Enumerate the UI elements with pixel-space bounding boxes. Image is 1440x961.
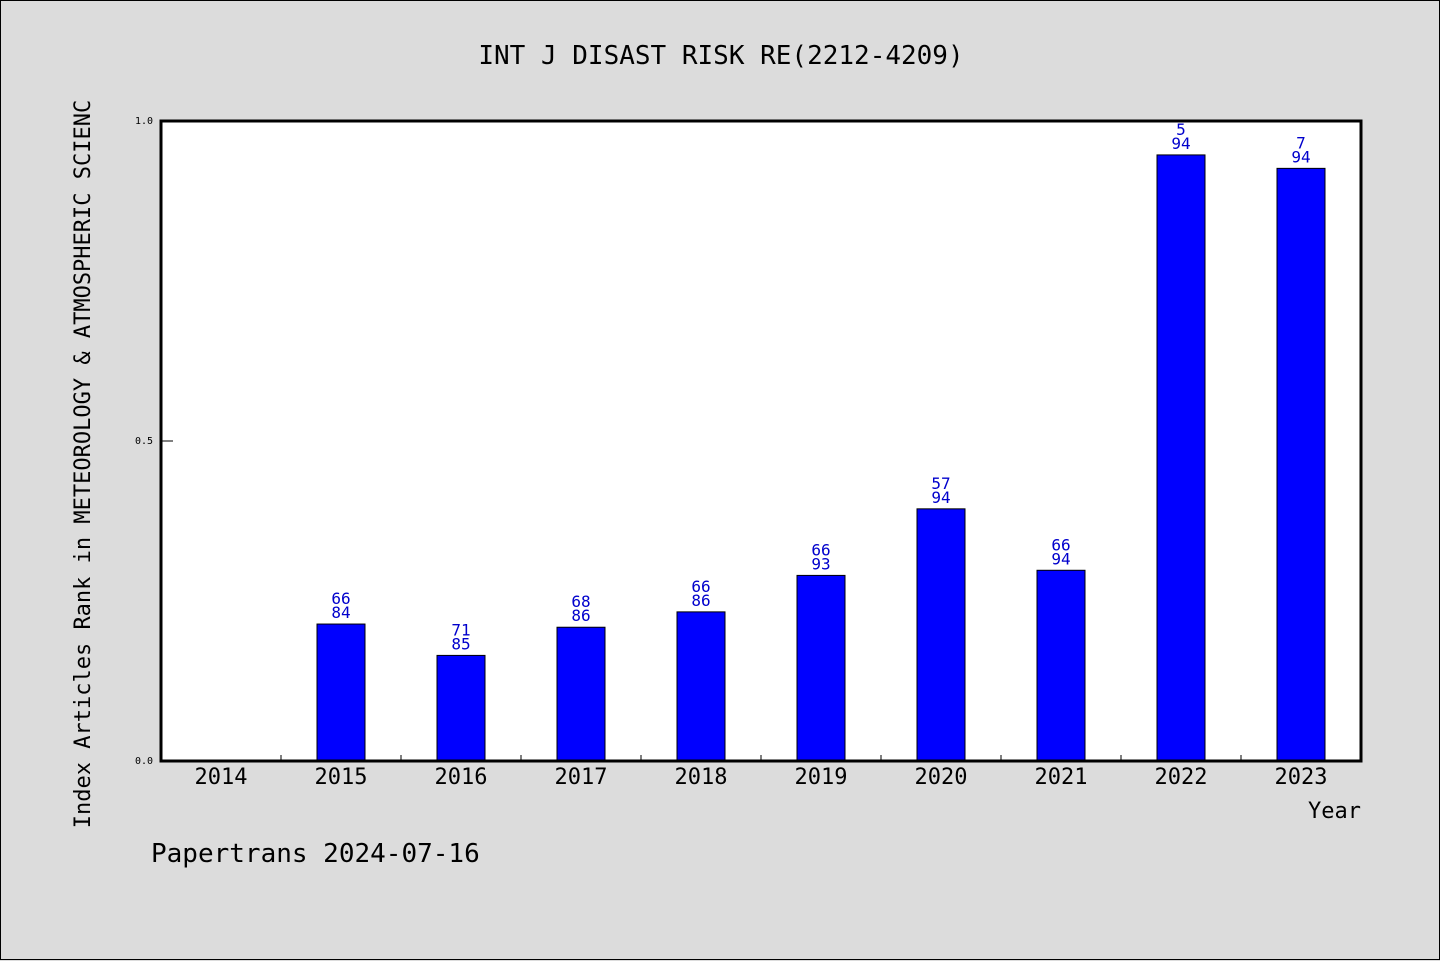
bar-2021 [1036, 569, 1086, 762]
x-tick-label-2023: 2023 [1275, 765, 1328, 790]
bars-layer [316, 154, 1326, 762]
data-label-total-2017: 86 [571, 606, 590, 625]
data-label-total-2016: 85 [451, 634, 470, 653]
x-tick-label-2020: 2020 [915, 765, 968, 790]
x-tick-label-2018: 2018 [675, 765, 728, 790]
x-tick-label-2014: 2014 [195, 765, 248, 790]
data-label-rank-2021: 66 [1051, 535, 1070, 554]
chart-title: INT J DISAST RISK RE(2212-4209) [478, 41, 963, 71]
bar-2022 [1156, 154, 1206, 762]
x-tick-label-2017: 2017 [555, 765, 608, 790]
x-ticks-layer: 2014 2015 2016 2017 2018 2019 2020 2021 2022 2023 [195, 755, 1328, 790]
x-tick-label-2019: 2019 [795, 765, 848, 790]
x-axis-label: Year [1308, 799, 1361, 824]
data-label-rank-2023: 7 [1296, 133, 1306, 152]
bar-2023 [1276, 167, 1326, 762]
data-label-rank-2016: 71 [451, 620, 470, 639]
data-label-total-2015: 84 [331, 603, 350, 622]
data-label-total-2022: 94 [1171, 134, 1190, 153]
x-tick-label-2016: 2016 [435, 765, 488, 790]
data-label-rank-2017: 68 [571, 592, 590, 611]
plot-border [159, 119, 1363, 763]
data-label-total-2018: 86 [691, 591, 710, 610]
data-label-rank-2015: 66 [331, 589, 350, 608]
bar-2020 [916, 508, 966, 762]
data-label-rank-2018: 66 [691, 577, 710, 596]
data-label-total-2020: 94 [931, 488, 950, 507]
x-tick-label-2022: 2022 [1155, 765, 1208, 790]
data-label-total-2023: 94 [1291, 147, 1310, 166]
data-label-rank-2020: 57 [931, 474, 950, 493]
y-tick-label-0.5: 0.5 [135, 436, 153, 447]
y-tick-label-0.0: 0.0 [135, 756, 153, 767]
data-label-total-2021: 94 [1051, 549, 1070, 568]
x-tick-label-2015: 2015 [315, 765, 368, 790]
bar-2019 [796, 574, 846, 762]
y-tick-label-1.0: 1.0 [135, 116, 153, 127]
bar-2016 [436, 654, 486, 762]
data-label-total-2019: 93 [811, 554, 830, 573]
bar-2015 [316, 623, 366, 762]
bar-2017 [556, 626, 606, 762]
data-label-rank-2022: 5 [1176, 120, 1186, 139]
data-label-rank-2019: 66 [811, 540, 830, 559]
bar-2018 [676, 611, 726, 762]
y-axis-label: Index Articles Rank in METEOROLOGY & ATM… [71, 100, 96, 828]
x-tick-label-2021: 2021 [1035, 765, 1088, 790]
footer-date-stamp: Papertrans 2024-07-16 [151, 839, 480, 869]
